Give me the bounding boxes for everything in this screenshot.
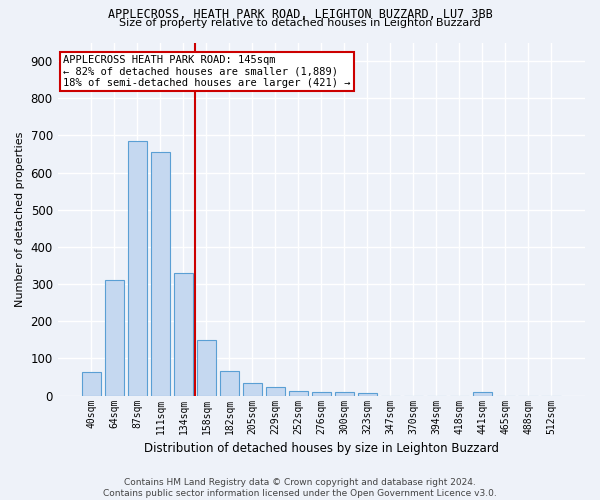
Bar — [335, 392, 354, 396]
Bar — [311, 392, 331, 396]
Bar — [289, 391, 308, 396]
Bar — [104, 280, 124, 396]
Text: APPLECROSS HEATH PARK ROAD: 145sqm
← 82% of detached houses are smaller (1,889)
: APPLECROSS HEATH PARK ROAD: 145sqm ← 82%… — [63, 55, 350, 88]
X-axis label: Distribution of detached houses by size in Leighton Buzzard: Distribution of detached houses by size … — [144, 442, 499, 455]
Bar — [128, 141, 147, 396]
Bar — [82, 372, 101, 396]
Text: APPLECROSS, HEATH PARK ROAD, LEIGHTON BUZZARD, LU7 3BB: APPLECROSS, HEATH PARK ROAD, LEIGHTON BU… — [107, 8, 493, 20]
Text: Contains HM Land Registry data © Crown copyright and database right 2024.
Contai: Contains HM Land Registry data © Crown c… — [103, 478, 497, 498]
Bar — [197, 340, 216, 396]
Bar — [220, 370, 239, 396]
Bar — [473, 392, 492, 396]
Bar — [151, 152, 170, 396]
Bar — [242, 382, 262, 396]
Y-axis label: Number of detached properties: Number of detached properties — [15, 132, 25, 307]
Text: Size of property relative to detached houses in Leighton Buzzard: Size of property relative to detached ho… — [119, 18, 481, 28]
Bar — [173, 273, 193, 396]
Bar — [358, 392, 377, 396]
Bar — [266, 388, 285, 396]
